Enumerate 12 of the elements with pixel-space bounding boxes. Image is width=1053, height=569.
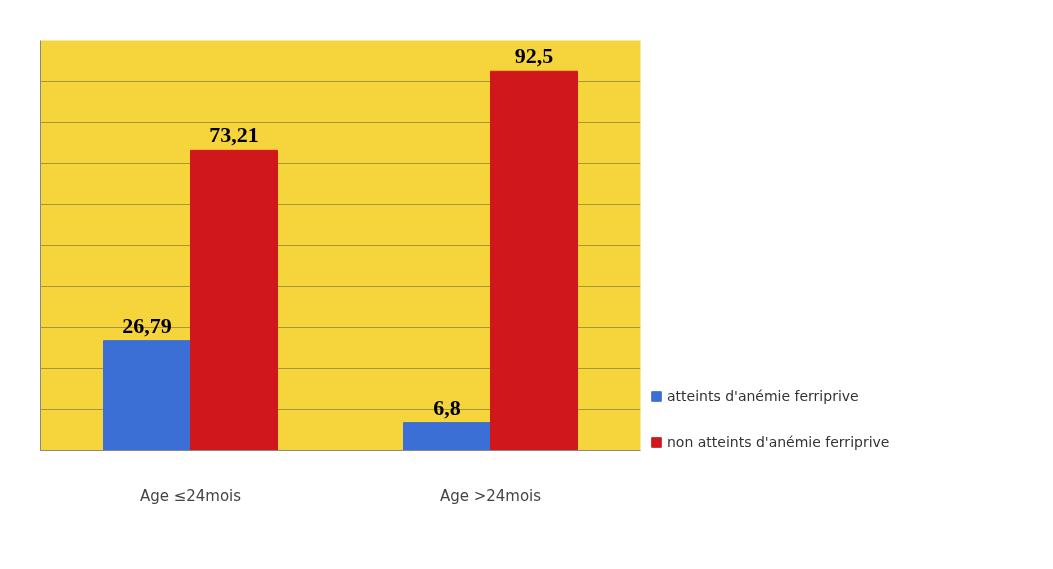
bar — [190, 149, 278, 451]
data-label: 26,79 — [122, 312, 172, 338]
bar — [490, 70, 578, 451]
bar — [403, 422, 491, 451]
legend-label: atteints d'anémie ferriprive — [667, 388, 859, 404]
data-label: 92,5 — [514, 43, 554, 69]
data-label: 73,21 — [209, 122, 259, 148]
bar — [103, 340, 191, 451]
data-label: 6,8 — [433, 394, 461, 420]
legend-label: non atteints d'anémie ferriprive — [667, 434, 890, 450]
x-tick-label: Age >24mois — [439, 486, 542, 505]
x-tick-label: Age ≤24mois — [139, 486, 242, 505]
